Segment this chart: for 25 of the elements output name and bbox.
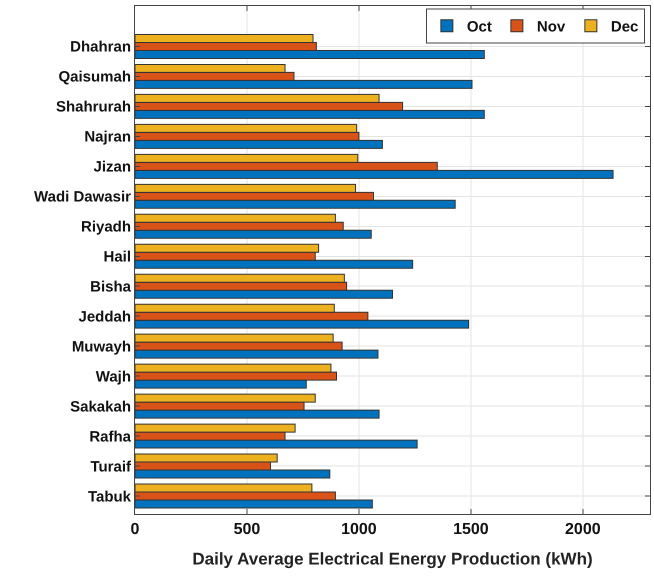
y-tick-label: Sakakah <box>70 398 131 416</box>
y-tick-label: Jeddah <box>78 308 131 326</box>
y-tick-label: Turaif <box>90 458 132 476</box>
x-tick-label: 0 <box>130 521 140 538</box>
x-tick-label: 500 <box>234 521 260 538</box>
legend-label: Nov <box>536 18 566 36</box>
y-tick-label: Najran <box>84 128 131 146</box>
legend-label: Dec <box>610 18 638 36</box>
x-tick-label: 1500 <box>453 521 489 538</box>
legend-label: Oct <box>466 18 492 36</box>
y-tick-label: Tabuk <box>88 488 132 506</box>
y-tick-label: Rafha <box>89 428 132 446</box>
y-tick-label: Dhahran <box>70 38 131 56</box>
x-tick-label: 2000 <box>565 521 601 538</box>
y-tick-label: Qaisumah <box>58 68 131 86</box>
y-tick-label: Muwayh <box>72 338 131 356</box>
y-tick-label: Hail <box>103 248 131 266</box>
y-tick-label: Bisha <box>90 278 132 296</box>
y-tick-label: Jizan <box>93 158 131 176</box>
y-tick-label: Wadi Dawasir <box>34 188 132 206</box>
x-tick-label: 1000 <box>341 521 377 538</box>
y-tick-label: Shahrurah <box>56 98 131 116</box>
y-tick-label: Riyadh <box>80 218 131 236</box>
x-axis-title: Daily Average Electrical Energy Production (kWh) <box>192 550 593 569</box>
y-tick-label: Wajh <box>96 368 131 386</box>
